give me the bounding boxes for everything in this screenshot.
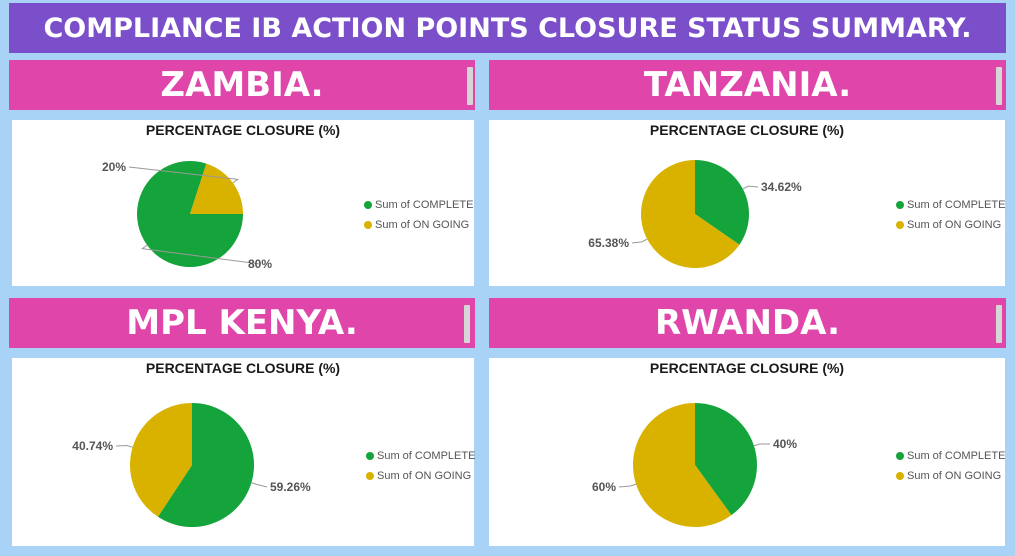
data-label: 59.26% (270, 480, 311, 494)
chart-panel-mpl-kenya: PERCENTAGE CLOSURE (%) 59.26% 40.74% Sum … (12, 358, 475, 546)
country-banner-rwanda: RWANDA. (489, 298, 1006, 348)
legend: Sum of COMPLETE Sum of ON GOING (896, 195, 1005, 235)
legend-item-complete[interactable]: Sum of COMPLETE (896, 195, 1005, 215)
leader-line (128, 166, 240, 184)
leader-line (115, 444, 133, 448)
scroll-handle[interactable] (464, 305, 470, 343)
legend-dot-icon (366, 472, 374, 480)
pie-slice-ongoing[interactable] (190, 163, 243, 214)
data-label: 40.74% (72, 439, 113, 453)
country-banner-tanzania: TANZANIA. (489, 60, 1006, 110)
data-label: 40% (773, 437, 797, 451)
data-label: 20% (102, 160, 126, 174)
chart-panel-rwanda: PERCENTAGE CLOSURE (%) 40% 60% Sum of COM… (489, 358, 1005, 546)
legend-dot-icon (896, 221, 904, 229)
legend-dot-icon (896, 472, 904, 480)
legend-label: Sum of ON GOING (907, 470, 1002, 482)
pie-slice-ongoing[interactable] (641, 160, 740, 268)
country-banner-mpl-kenya: MPL KENYA. (9, 298, 475, 348)
chart-panel-zambia: PERCENTAGE CLOSURE (%) 80% 20% Sum of COM… (12, 120, 474, 286)
leader-line (140, 244, 261, 265)
legend-label: Sum of COMPLETE (907, 199, 1006, 211)
pie-slice-ongoing[interactable] (633, 403, 732, 527)
chart-title: PERCENTAGE CLOSURE (%) (145, 360, 341, 376)
legend-label: Sum of ON GOING (907, 219, 1002, 231)
scroll-handle[interactable] (996, 67, 1002, 105)
country-name: TANZANIA. (643, 65, 852, 105)
country-name: ZAMBIA. (160, 65, 324, 105)
country-banner-zambia: ZAMBIA. (9, 60, 475, 110)
legend-item-ongoing[interactable]: Sum of ON GOING (896, 215, 1005, 235)
legend: Sum of COMPLETE Sum of ON GOING (366, 446, 475, 486)
leader-line (251, 482, 268, 488)
legend-item-ongoing[interactable]: Sum of ON GOING (896, 466, 1005, 486)
pie-slice-complete[interactable] (157, 403, 255, 527)
legend-item-ongoing[interactable]: Sum of ON GOING (366, 466, 475, 486)
legend-item-complete[interactable]: Sum of COMPLETE (364, 195, 473, 215)
pie-slice-complete[interactable] (695, 160, 749, 245)
leader-line (753, 443, 771, 447)
legend-label: Sum of COMPLETE (377, 450, 476, 462)
pie-chart: 40% 60% (592, 403, 797, 527)
data-label: 80% (248, 257, 272, 271)
legend: Sum of COMPLETE Sum of ON GOING (364, 195, 473, 235)
legend-item-complete[interactable]: Sum of COMPLETE (366, 446, 475, 466)
legend-dot-icon (364, 221, 372, 229)
country-name: MPL KENYA. (126, 303, 358, 343)
legend-dot-icon (896, 201, 904, 209)
leader-line (742, 185, 759, 190)
pie-slice-complete[interactable] (695, 403, 757, 516)
country-name: RWANDA. (654, 303, 840, 343)
legend-dot-icon (364, 201, 372, 209)
scroll-handle[interactable] (467, 67, 473, 105)
legend-item-complete[interactable]: Sum of COMPLETE (896, 446, 1005, 466)
chart-title: PERCENTAGE CLOSURE (%) (649, 360, 845, 376)
leader-line (631, 238, 648, 244)
pie-chart: 34.62% 65.38% (588, 160, 802, 268)
legend: Sum of COMPLETE Sum of ON GOING (896, 446, 1005, 486)
leader-line (618, 483, 637, 488)
scroll-handle[interactable] (996, 305, 1002, 343)
data-label: 34.62% (761, 180, 802, 194)
legend-item-ongoing[interactable]: Sum of ON GOING (364, 215, 473, 235)
legend-dot-icon (896, 452, 904, 460)
legend-label: Sum of ON GOING (375, 219, 470, 231)
page-title: COMPLIANCE IB ACTION POINTS CLOSURE STAT… (9, 3, 1006, 53)
chart-title: PERCENTAGE CLOSURE (%) (649, 122, 845, 138)
data-label: 60% (592, 480, 616, 494)
legend-label: Sum of ON GOING (377, 470, 472, 482)
legend-dot-icon (366, 452, 374, 460)
chart-title: PERCENTAGE CLOSURE (%) (145, 122, 341, 138)
pie-slice-ongoing[interactable] (130, 403, 192, 517)
legend-label: Sum of COMPLETE (907, 450, 1006, 462)
pie-chart: 80% 20% (102, 160, 272, 271)
data-label: 65.38% (588, 236, 629, 250)
chart-panel-tanzania: PERCENTAGE CLOSURE (%) 34.62% 65.38% Sum … (489, 120, 1005, 286)
pie-chart: 59.26% 40.74% (72, 403, 311, 527)
legend-label: Sum of COMPLETE (375, 199, 474, 211)
